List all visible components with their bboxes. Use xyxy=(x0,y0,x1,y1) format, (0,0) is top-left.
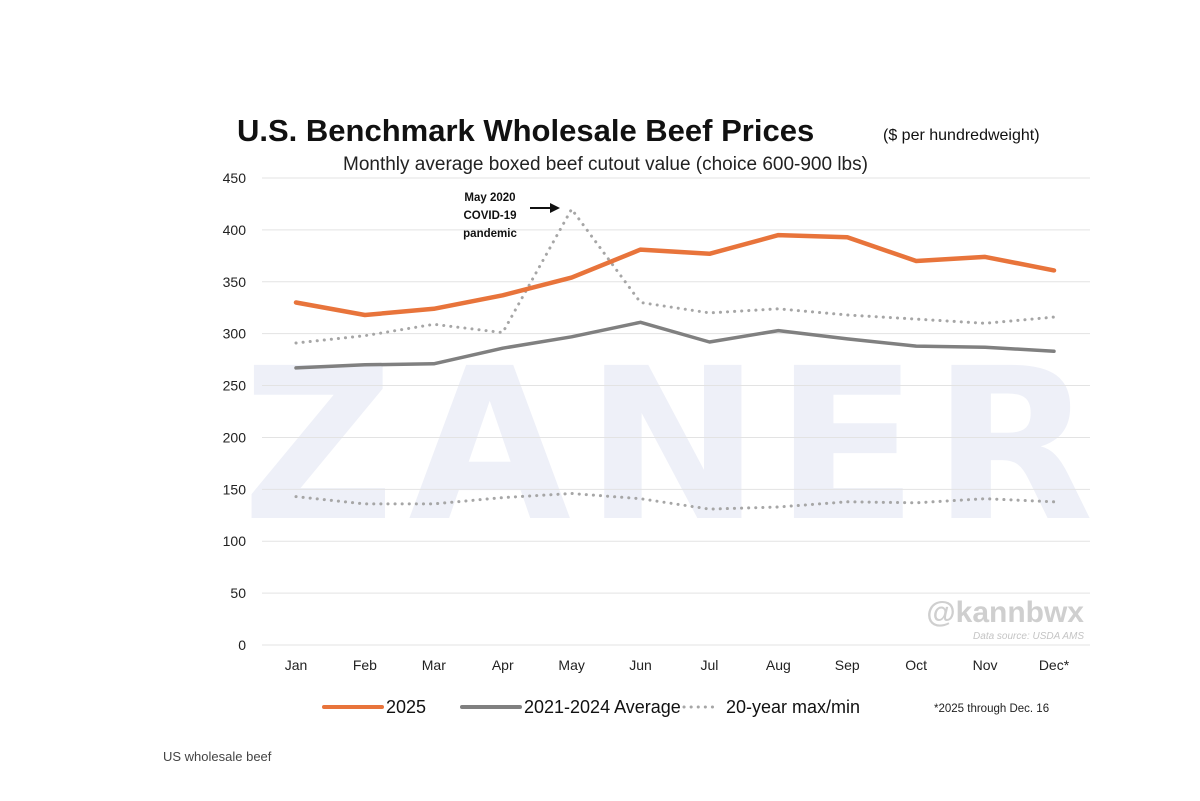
y-tick-label: 400 xyxy=(223,222,247,238)
y-tick-label: 350 xyxy=(223,274,247,290)
handle-watermark: @kannbwx xyxy=(926,596,1084,629)
x-tick-label: Mar xyxy=(422,657,446,673)
x-tick-label: Nov xyxy=(973,657,998,673)
series-line-20-year-max-min xyxy=(294,207,1056,345)
annotation-line-2: COVID-19 xyxy=(463,210,516,222)
annotation-arrow-icon xyxy=(530,203,560,213)
x-tick-label: Feb xyxy=(353,657,377,673)
footnote: *2025 through Dec. 16 xyxy=(934,703,1049,715)
x-tick-label: Apr xyxy=(492,657,514,673)
legend: 2025 2021-2024 Average 20-year max/min xyxy=(322,697,860,717)
legend-label: 2025 xyxy=(386,697,426,717)
covid-annotation: May 2020 COVID-19 pandemic xyxy=(463,192,517,240)
y-tick-label: 100 xyxy=(223,533,247,549)
series-lines xyxy=(293,207,1057,511)
x-tick-label: May xyxy=(558,657,584,673)
data-source: Data source: USDA AMS xyxy=(973,631,1084,642)
y-tick-label: 200 xyxy=(223,429,247,445)
gridlines xyxy=(262,177,1090,646)
y-tick-label: 250 xyxy=(223,378,247,394)
x-tick-label: Dec* xyxy=(1039,657,1070,673)
x-tick-label: Jun xyxy=(629,657,652,673)
chart-title-unit: ($ per hundredweight) xyxy=(883,127,1040,144)
series-line-20-year-min xyxy=(294,492,1056,511)
annotation-line-3: pandemic xyxy=(463,228,517,240)
y-axis-ticks: 0 50 100 150 200 250 300 350 400 450 xyxy=(223,170,247,653)
image-caption: US wholesale beef xyxy=(163,749,272,764)
x-tick-label: Sep xyxy=(835,657,860,673)
x-axis-ticks: Jan Feb Mar Apr May Jun Jul Aug Sep Oct Nov Dec* xyxy=(285,657,1070,673)
annotation-line-1: May 2020 xyxy=(464,192,515,204)
watermark: ZANER xyxy=(242,323,1108,568)
x-tick-label: Jul xyxy=(701,657,719,673)
x-tick-label: Jan xyxy=(285,657,308,673)
legend-label: 2021-2024 Average xyxy=(524,697,681,717)
x-tick-label: Oct xyxy=(905,657,927,673)
series-line-2025 xyxy=(293,232,1057,318)
x-tick-label: Aug xyxy=(766,657,791,673)
y-tick-label: 450 xyxy=(223,170,247,186)
chart-subtitle: Monthly average boxed beef cutout value … xyxy=(343,154,868,175)
y-tick-label: 0 xyxy=(238,637,246,653)
y-tick-label: 50 xyxy=(230,585,246,601)
chart-title: U.S. Benchmark Wholesale Beef Prices xyxy=(237,113,814,148)
legend-label: 20-year max/min xyxy=(726,697,860,717)
y-tick-label: 150 xyxy=(223,481,247,497)
series-line-2021-2024-average xyxy=(294,320,1056,370)
y-tick-label: 300 xyxy=(223,326,247,342)
